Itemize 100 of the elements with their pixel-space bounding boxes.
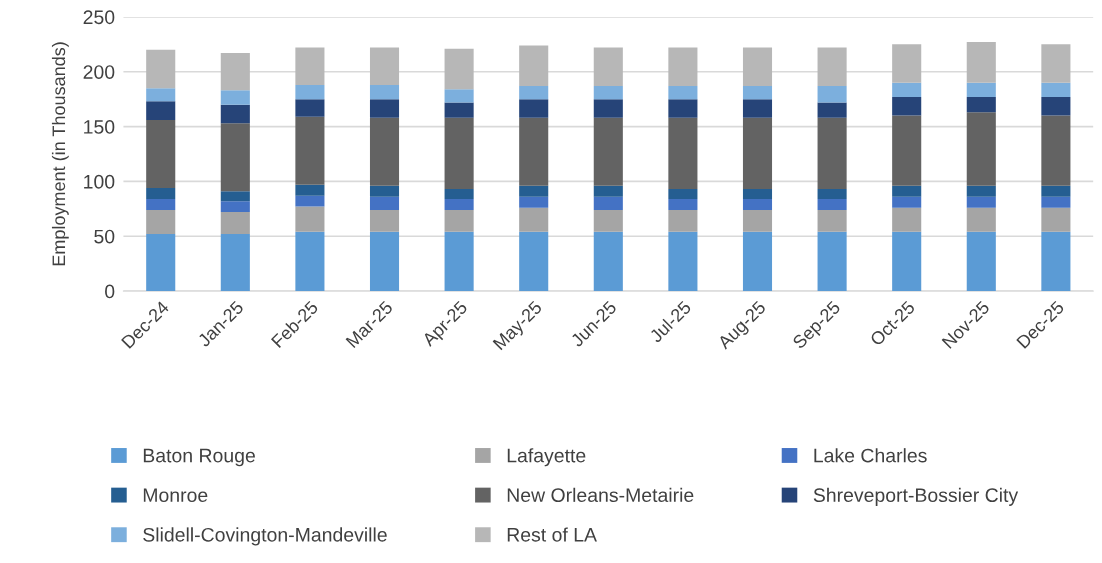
- bar: [369, 117, 400, 186]
- bar: [1041, 185, 1071, 197]
- bar: [369, 209, 400, 232]
- bar: [966, 112, 996, 186]
- bar: [817, 47, 847, 86]
- bar: [220, 191, 250, 202]
- bar: [966, 185, 996, 197]
- bar: [519, 45, 549, 86]
- y-tick-label: 250: [83, 10, 115, 25]
- bar: [742, 231, 773, 292]
- bar: [742, 99, 773, 118]
- bar: [146, 49, 176, 89]
- bar: [966, 82, 996, 97]
- y-tick-label: 0: [105, 284, 115, 299]
- bar: [146, 187, 176, 199]
- bar: [817, 117, 847, 190]
- bar: [295, 184, 325, 196]
- bar: [444, 189, 474, 199]
- bar: [146, 209, 176, 235]
- bar: [220, 201, 250, 213]
- bar: [668, 231, 698, 292]
- bar: [444, 89, 474, 103]
- bar: [742, 85, 773, 100]
- bar: [369, 47, 400, 85]
- legend-label: Lake Charles: [814, 448, 927, 463]
- legend-label: New Orleans-Metairie: [507, 487, 694, 503]
- y-axis-title: Employment (in Thousands): [51, 42, 69, 266]
- bar: [817, 189, 847, 199]
- bar: [519, 196, 549, 208]
- legend-label: Slidell-Covington-Mandeville: [143, 527, 387, 546]
- bar: [593, 99, 623, 118]
- bar: [817, 102, 847, 118]
- bar: [892, 115, 922, 186]
- bar: [892, 207, 922, 232]
- bar: [742, 209, 773, 232]
- bar: [444, 48, 474, 90]
- legend-label: Monroe: [143, 488, 208, 503]
- bar: [146, 119, 176, 188]
- bar: [369, 185, 400, 197]
- bar: [295, 116, 325, 185]
- bar: [444, 209, 474, 232]
- bar: [817, 85, 847, 103]
- bar: [966, 207, 996, 232]
- bar: [220, 104, 250, 124]
- bar: [444, 117, 474, 190]
- bar: [220, 53, 250, 91]
- bar: [817, 198, 847, 210]
- bar: [966, 42, 996, 83]
- bar: [742, 198, 773, 210]
- bar: [295, 195, 325, 207]
- bar: [668, 99, 698, 118]
- bar: [1041, 231, 1071, 292]
- bar: [295, 47, 325, 85]
- bar: [295, 206, 325, 232]
- bar: [295, 231, 325, 292]
- bar: [146, 88, 176, 102]
- bar: [146, 198, 176, 210]
- bar: [817, 231, 847, 292]
- bar: [1041, 44, 1071, 83]
- bar: [444, 102, 474, 118]
- bar: [593, 185, 623, 197]
- bar: [369, 196, 400, 210]
- bar: [220, 234, 250, 292]
- bar: [892, 196, 922, 208]
- bar: [369, 99, 400, 118]
- bar: [892, 185, 922, 197]
- bar: [519, 207, 549, 232]
- bar: [668, 47, 698, 86]
- legend-label: Shreveport-Bossier City: [813, 487, 1019, 506]
- bar: [742, 189, 773, 199]
- bar: [444, 231, 474, 292]
- bar: [519, 117, 549, 186]
- bar: [1041, 96, 1071, 116]
- bar: [220, 212, 250, 235]
- bar: [892, 96, 922, 116]
- bar: [593, 209, 623, 232]
- bar: [817, 209, 847, 232]
- bar: [966, 231, 996, 292]
- bar: [1041, 115, 1071, 186]
- bar: [1041, 196, 1071, 208]
- bar: [966, 96, 996, 113]
- y-tick-label: 50: [94, 229, 115, 244]
- bar: [146, 101, 176, 120]
- bar: [295, 84, 325, 100]
- bar: [668, 85, 698, 100]
- bar: [369, 231, 400, 292]
- bar: [892, 231, 922, 292]
- bar: [742, 47, 773, 86]
- bar: [668, 189, 698, 199]
- bar: [593, 47, 623, 86]
- bar: [892, 82, 922, 97]
- bar: [668, 209, 698, 232]
- bar: [220, 90, 250, 105]
- legend-label: Rest of LA: [507, 527, 597, 542]
- bar: [519, 185, 549, 197]
- bar: [593, 117, 623, 186]
- bar: [295, 99, 325, 117]
- bar: [668, 117, 698, 190]
- y-tick-label: 200: [83, 65, 115, 79]
- bar: [519, 99, 549, 118]
